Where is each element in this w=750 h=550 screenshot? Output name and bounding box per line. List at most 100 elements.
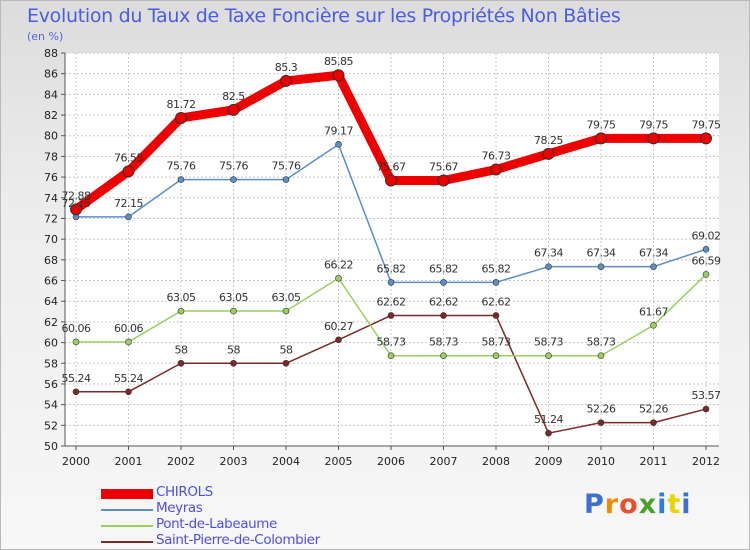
x-tick-label: 2012 (692, 455, 720, 468)
data-point-meyras (545, 263, 552, 270)
data-label-pont-de-labeaume: 66.59 (692, 254, 721, 267)
y-tick-label: 64 (44, 295, 58, 308)
x-tick-label: 2009 (535, 455, 563, 468)
data-point-chirols (175, 111, 187, 124)
data-label-saint-pierre-de-colombier: 51.24 (534, 413, 563, 426)
data-point-pont-de-labeaume (702, 271, 710, 278)
data-point-meyras (387, 279, 395, 286)
data-point-chirols (280, 74, 292, 87)
y-tick-label: 68 (44, 254, 58, 267)
data-label-pont-de-labeaume: 60.06 (114, 322, 143, 335)
data-point-meyras (702, 245, 710, 253)
data-point-meyras (177, 176, 185, 183)
data-label-meyras: 79.17 (324, 124, 353, 137)
y-tick-label: 58 (44, 357, 58, 370)
data-point-pont-de-labeaume (597, 352, 605, 360)
legend-swatch-chirols (101, 489, 153, 499)
y-tick-label: 80 (44, 130, 58, 143)
y-tick-label: 60 (44, 337, 58, 350)
plot-area (65, 53, 719, 446)
x-tick-label: 2004 (272, 455, 300, 468)
data-label-saint-pierre-de-colombier: 55.24 (114, 372, 143, 385)
data-label-saint-pierre-de-colombier: 62.62 (377, 295, 406, 308)
y-tick-label: 86 (44, 68, 58, 81)
data-point-chirols (332, 69, 345, 82)
data-label-chirols: 85.85 (324, 55, 353, 68)
data-point-meyras (597, 263, 605, 270)
data-label-saint-pierre-de-colombier: 55.24 (62, 372, 91, 385)
data-point-saint-pierre-de-colombier (702, 405, 710, 413)
data-label-chirols: 76.73 (482, 150, 511, 163)
data-label-saint-pierre-de-colombier: 60.27 (324, 320, 353, 333)
legend-label-meyras: Meyras (156, 500, 203, 516)
y-tick-label: 52 (44, 419, 58, 432)
x-tick-label: 2002 (167, 455, 195, 468)
data-label-chirols: 75.67 (377, 161, 406, 174)
data-point-pont-de-labeaume (177, 307, 185, 315)
y-tick-label: 74 (44, 192, 58, 205)
data-point-saint-pierre-de-colombier (440, 312, 447, 319)
data-point-meyras (335, 141, 342, 148)
data-label-chirols: 76.55 (114, 151, 143, 164)
data-point-pont-de-labeaume (72, 338, 80, 346)
data-label-pont-de-labeaume: 61.67 (639, 305, 668, 318)
data-point-pont-de-labeaume (492, 352, 500, 360)
y-tick-label: 82 (44, 109, 58, 122)
data-label-meyras: 67.34 (534, 247, 563, 260)
data-point-meyras (125, 213, 132, 221)
y-tick-label: 88 (44, 47, 58, 60)
y-tick-label: 50 (44, 440, 58, 453)
data-point-pont-de-labeaume (125, 338, 132, 346)
data-label-meyras: 75.76 (272, 160, 301, 173)
data-label-meyras: 75.76 (167, 160, 196, 173)
data-label-meyras: 65.82 (377, 262, 406, 275)
data-label-pont-de-labeaume: 66.22 (324, 258, 353, 271)
legend-label-saint-pierre-de-colombier: Saint-Pierre-de-Colombier (156, 532, 320, 548)
data-label-chirols: 72.88 (62, 189, 91, 202)
data-label-saint-pierre-de-colombier: 58 (175, 343, 188, 356)
data-point-chirols (700, 132, 712, 145)
y-tick-label: 62 (44, 316, 58, 329)
x-tick-label: 2006 (377, 455, 405, 468)
data-label-saint-pierre-de-colombier: 52.26 (639, 403, 668, 416)
legend-swatch-pont-de-labeaume (101, 525, 153, 527)
data-point-chirols (122, 165, 135, 178)
data-point-saint-pierre-de-colombier (387, 312, 395, 319)
data-point-saint-pierre-de-colombier (650, 419, 657, 426)
data-label-meyras: 75.76 (219, 160, 248, 173)
data-point-pont-de-labeaume (650, 322, 657, 329)
data-label-meyras: 65.82 (482, 262, 511, 275)
data-label-chirols: 75.67 (429, 161, 458, 174)
data-point-chirols (490, 163, 502, 176)
data-point-meyras (492, 279, 500, 286)
data-label-chirols: 79.75 (587, 118, 616, 131)
data-label-saint-pierre-de-colombier: 52.26 (587, 403, 616, 416)
data-label-saint-pierre-de-colombier: 58 (280, 343, 293, 356)
x-tick-label: 2007 (430, 455, 458, 468)
data-point-pont-de-labeaume (545, 352, 552, 360)
data-label-pont-de-labeaume: 58.73 (482, 336, 511, 349)
data-label-pont-de-labeaume: 60.06 (62, 322, 91, 335)
x-tick-label: 2000 (62, 455, 90, 468)
data-point-saint-pierre-de-colombier (125, 388, 132, 396)
y-tick-label: 70 (44, 233, 58, 246)
legend-swatch-saint-pierre-de-colombier (101, 541, 153, 543)
data-point-meyras (230, 176, 237, 183)
data-point-chirols (437, 174, 450, 187)
data-point-chirols (542, 147, 555, 160)
data-point-saint-pierre-de-colombier (230, 359, 237, 367)
data-point-chirols (647, 132, 660, 145)
y-tick-label: 72 (44, 212, 58, 225)
x-tick-label: 2005 (325, 455, 353, 468)
data-point-meyras (440, 279, 447, 286)
data-label-meyras: 67.34 (587, 247, 616, 260)
x-tick-label: 2011 (640, 455, 668, 468)
data-label-chirols: 81.72 (167, 98, 196, 111)
data-point-pont-de-labeaume (440, 352, 447, 360)
x-tick-label: 2010 (587, 455, 615, 468)
chart-title: Evolution du Taux de Taxe Foncière sur l… (27, 5, 621, 27)
data-point-saint-pierre-de-colombier (545, 429, 552, 437)
data-point-chirols (70, 203, 82, 216)
data-point-meyras (650, 263, 657, 270)
